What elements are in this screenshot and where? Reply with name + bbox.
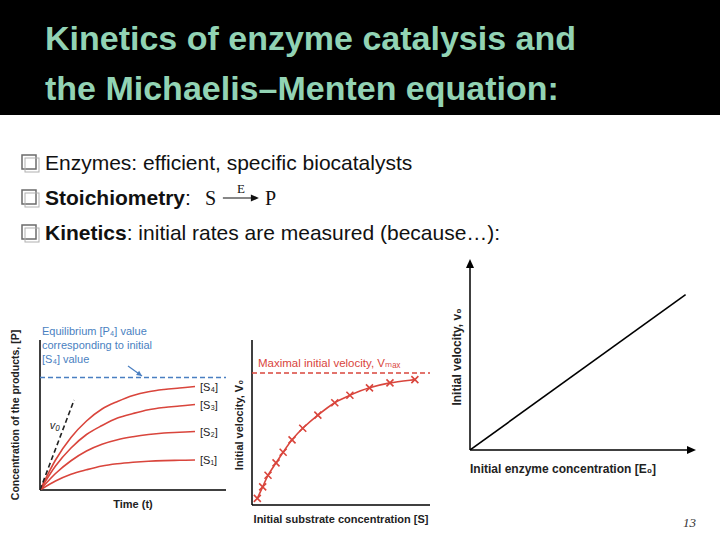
reference-label: [S₄] value xyxy=(42,353,89,365)
bullet-lead: Kinetics xyxy=(45,221,127,244)
slide: Kinetics of enzyme catalysis and the Mich… xyxy=(0,0,720,540)
marker xyxy=(289,436,296,443)
series-line xyxy=(40,405,195,491)
plot-area xyxy=(40,378,226,491)
marker xyxy=(346,392,353,399)
chart: Concentration of the products, [P] Time (… xyxy=(9,325,226,510)
x-axis-label: Initial enzyme concentration [E₀] xyxy=(470,462,656,476)
series-label: v₀ xyxy=(50,419,61,431)
x-axis xyxy=(470,449,690,451)
series-line xyxy=(40,460,195,490)
x-axis xyxy=(252,504,430,506)
series-line xyxy=(470,295,686,450)
series-line xyxy=(257,380,415,499)
series-line xyxy=(40,387,195,491)
series-label: [S₂] xyxy=(200,426,218,438)
y-axis-label: Concentration of the products, [P] xyxy=(9,330,21,500)
annotation-arrowhead xyxy=(136,371,142,376)
marker xyxy=(265,472,272,479)
title-band xyxy=(0,0,720,115)
bullet-shadow xyxy=(25,228,39,242)
y-axis xyxy=(39,340,41,490)
annotation-arrow xyxy=(128,366,142,376)
reference-line xyxy=(252,372,430,373)
title: the Michaelis–Menten equation: xyxy=(45,69,559,107)
equation-product: P xyxy=(265,187,276,209)
series-label: [S₃] xyxy=(200,399,218,411)
y-axis-arrow xyxy=(466,259,474,268)
plot-area xyxy=(470,295,686,450)
bullet-shadow xyxy=(25,193,39,207)
marker xyxy=(331,399,338,406)
y-axis-label: Initial velocity, V₀ xyxy=(233,380,245,470)
marker xyxy=(273,459,280,466)
chart: Initial velocity, V₀ Initial substrate co… xyxy=(233,340,430,525)
series-line xyxy=(40,432,195,491)
bullet-text: Enzymes: efficient, specific biocatalyst… xyxy=(45,151,412,174)
x-axis-label: Initial substrate concentration [S] xyxy=(254,513,429,525)
chart: Initial velocity, v₀ Initial enzyme conce… xyxy=(450,259,696,476)
equation-catalyst: E xyxy=(237,181,245,196)
x-axis-label: Time (t) xyxy=(113,498,153,510)
page-number: 13 xyxy=(683,515,697,530)
bullet-lead: Stoichiometry xyxy=(45,186,185,209)
plot-area xyxy=(252,373,430,502)
series-line xyxy=(40,400,74,490)
marker xyxy=(254,495,261,502)
equation-arrowhead xyxy=(251,195,259,202)
bullet-text: : xyxy=(185,186,191,209)
series-label: [S₄] xyxy=(200,381,218,393)
bullet-box xyxy=(22,190,36,204)
bullet-box xyxy=(22,225,36,239)
series-label: [S₁] xyxy=(200,454,217,466)
marker xyxy=(299,425,306,432)
marker xyxy=(366,384,373,391)
bullet: Stoichiometry: xyxy=(45,186,191,209)
marker xyxy=(386,379,393,386)
marker xyxy=(259,483,266,490)
marker xyxy=(411,376,418,383)
reference-label: corresponding to initial xyxy=(42,339,152,351)
marker xyxy=(280,449,287,456)
bullet-box xyxy=(22,155,36,169)
y-axis-label: Initial velocity, v₀ xyxy=(450,308,464,405)
title: Kinetics of enzyme catalysis and xyxy=(45,19,576,57)
reference-label: Maximal initial velocity, Vₘₐₓ xyxy=(258,357,400,369)
bullet: Enzymes: efficient, specific biocatalyst… xyxy=(45,151,412,174)
reference-line xyxy=(40,377,226,378)
y-axis xyxy=(469,265,471,450)
marker xyxy=(314,412,321,419)
x-axis xyxy=(40,489,226,491)
x-axis-arrow xyxy=(687,446,696,454)
bullet-text: : initial rates are measured (because…): xyxy=(127,221,501,244)
equation-reactant: S xyxy=(205,187,216,209)
bullet-shadow xyxy=(25,158,39,172)
reference-label: Equilibrium [P₄] value xyxy=(42,325,147,337)
bullet: Kinetics: initial rates are measured (be… xyxy=(45,221,500,244)
y-axis xyxy=(251,340,253,505)
